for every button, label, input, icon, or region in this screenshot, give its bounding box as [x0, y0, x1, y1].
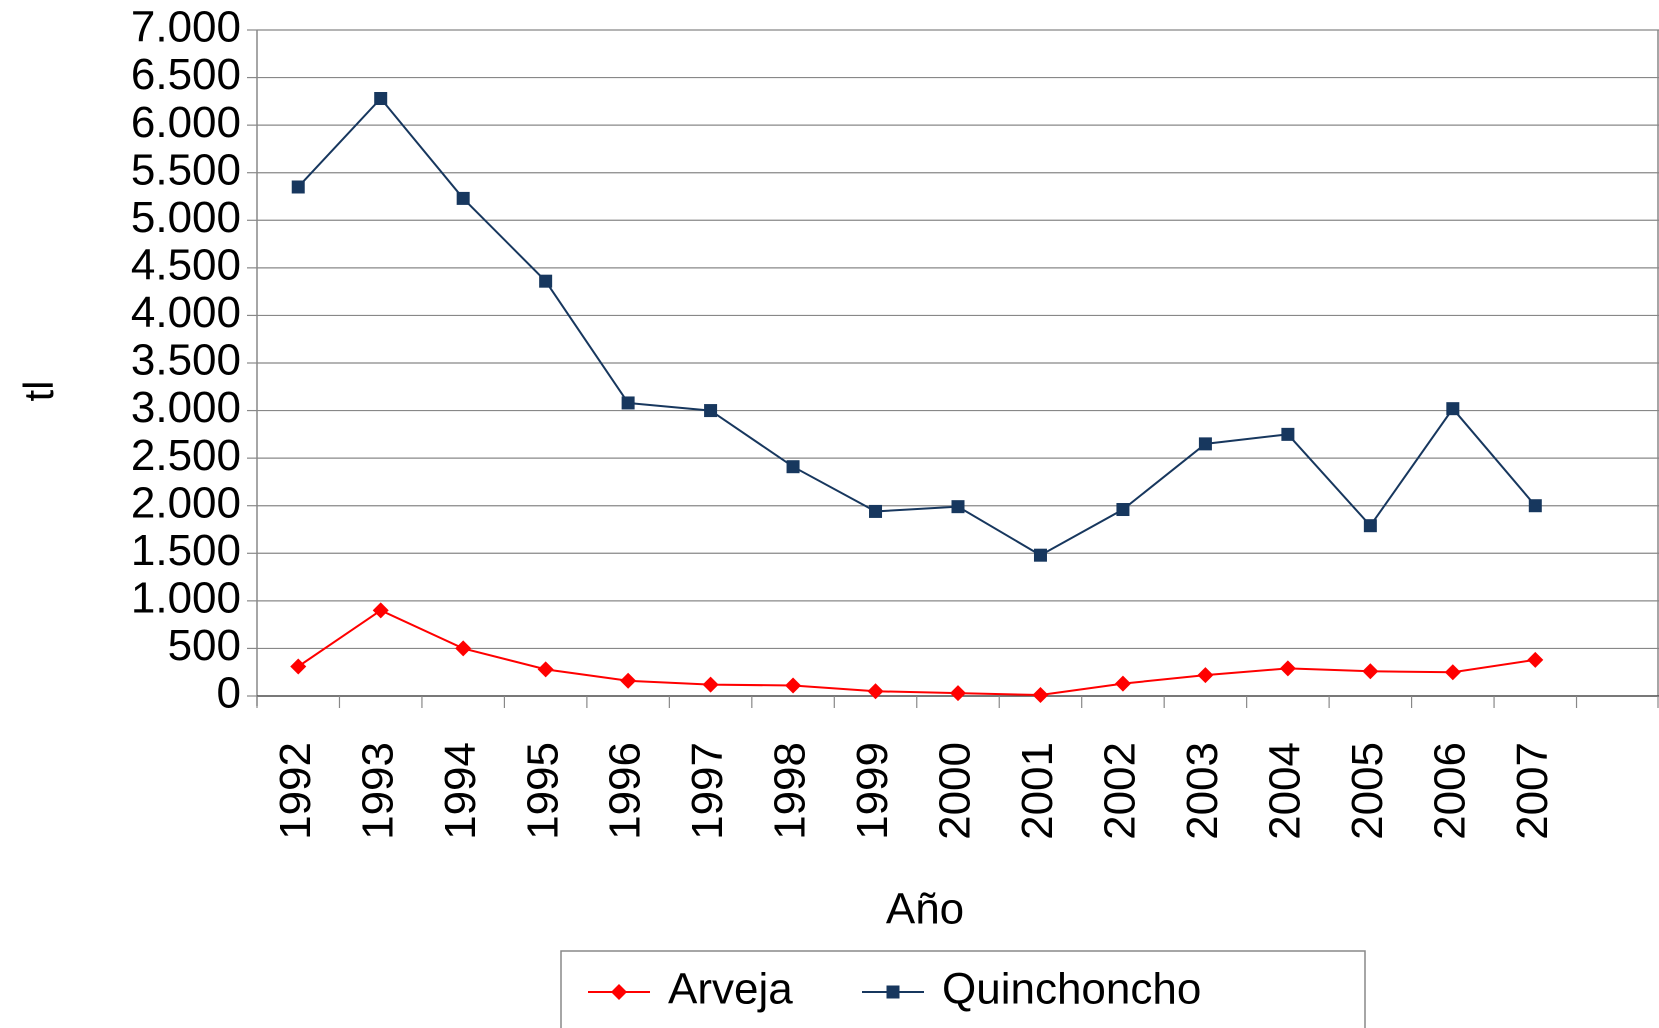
data-point: [374, 92, 388, 106]
legend-box: [560, 950, 1366, 1028]
y-tick-label: 4.000: [131, 288, 241, 337]
data-point: [537, 661, 554, 678]
legend-marker: [611, 984, 627, 1000]
data-point: [785, 677, 802, 694]
data-point: [290, 658, 307, 675]
y-tick-label: 0: [217, 669, 241, 718]
data-point: [1446, 402, 1460, 416]
y-axis-title: tl: [15, 381, 62, 402]
y-tick-label: 5.500: [131, 145, 241, 194]
x-tick-label: 1997: [683, 742, 732, 840]
data-point: [1279, 660, 1296, 677]
data-point: [950, 685, 966, 702]
y-tick-label: 4.500: [131, 240, 241, 289]
legend-marker: [886, 985, 900, 999]
x-tick-label: 1994: [436, 742, 485, 840]
y-tick-label: 1.000: [131, 573, 241, 622]
data-point: [620, 672, 637, 689]
data-point: [1281, 427, 1295, 441]
data-point: [1363, 519, 1377, 533]
x-tick-label: 1999: [848, 742, 897, 840]
data-point: [291, 180, 305, 194]
data-point: [456, 191, 470, 205]
x-tick-label: 2005: [1343, 742, 1392, 840]
data-point: [1444, 664, 1461, 681]
data-point: [1033, 548, 1047, 562]
series-line: [297, 96, 1537, 557]
data-point: [1197, 667, 1214, 684]
x-tick-label: 2000: [931, 742, 980, 840]
data-point: [869, 504, 883, 518]
data-point: [786, 460, 800, 474]
data-point: [372, 602, 389, 619]
data-point: [702, 676, 719, 693]
y-tick-label: 6.000: [131, 98, 241, 147]
x-tick-label: 2001: [1013, 742, 1062, 840]
data-point: [1527, 651, 1544, 668]
x-tick-label: 1996: [601, 742, 650, 840]
y-tick-label: 2.000: [131, 478, 241, 527]
data-point: [951, 500, 965, 514]
y-tick-label: 1.500: [131, 526, 241, 575]
series-line: [297, 609, 1536, 697]
data-point: [539, 274, 553, 288]
data-point: [1114, 675, 1131, 692]
data-point: [1528, 499, 1542, 513]
y-tick-label: 3.000: [131, 383, 241, 432]
data-point: [704, 404, 718, 418]
x-tick-label: 2002: [1096, 742, 1145, 840]
x-tick-label: 1998: [766, 742, 815, 840]
x-tick-label: 2007: [1508, 742, 1557, 840]
x-tick-label: 1995: [518, 742, 567, 840]
y-tick-label: 2.500: [131, 431, 241, 480]
y-tick-label: 3.500: [131, 336, 241, 385]
legend-label: Arveja: [668, 965, 793, 1014]
y-tick-label: 6.500: [131, 50, 241, 99]
data-point: [1116, 503, 1130, 517]
data-point: [1032, 687, 1049, 704]
x-axis-title: Año: [886, 885, 964, 934]
y-tick-label: 5.000: [131, 193, 241, 242]
data-point: [455, 640, 472, 657]
x-tick-label: 2003: [1178, 742, 1227, 840]
y-tick-label: 500: [168, 621, 241, 670]
y-tick-label: 7.000: [131, 3, 241, 52]
x-tick-label: 1992: [271, 742, 320, 840]
data-point: [867, 683, 884, 700]
data-point: [1198, 437, 1212, 451]
legend-label: Quinchoncho: [942, 965, 1201, 1014]
data-point: [1362, 663, 1379, 680]
x-tick-label: 2004: [1261, 742, 1310, 840]
x-tick-label: 1993: [353, 742, 402, 840]
x-tick-label: 2006: [1425, 742, 1474, 840]
data-point: [621, 396, 635, 410]
